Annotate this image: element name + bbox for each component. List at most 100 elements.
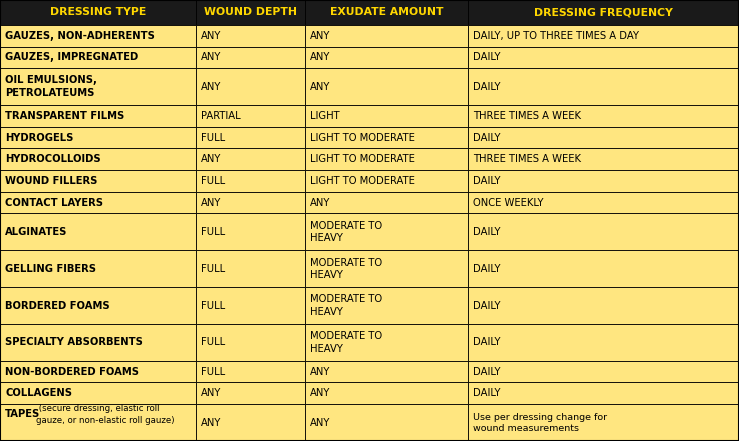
Text: SPECIALTY ABSORBENTS: SPECIALTY ABSORBENTS — [5, 337, 143, 348]
Bar — [305, 47, 468, 68]
Bar — [468, 404, 739, 441]
Text: ANY: ANY — [310, 31, 331, 41]
Bar — [468, 192, 739, 213]
Bar — [468, 287, 739, 324]
Bar — [196, 213, 305, 250]
Bar — [468, 25, 739, 47]
Bar — [196, 404, 305, 441]
Bar — [305, 0, 468, 25]
Bar — [305, 149, 468, 170]
Text: Use per dressing change for
wound measurements: Use per dressing change for wound measur… — [473, 412, 607, 433]
Bar — [305, 213, 468, 250]
Bar — [0, 361, 196, 382]
Text: MODERATE TO
HEAVY: MODERATE TO HEAVY — [310, 331, 383, 354]
Bar — [0, 47, 196, 68]
Bar — [196, 127, 305, 149]
Text: ANY: ANY — [201, 154, 222, 164]
Text: ANY: ANY — [201, 418, 222, 428]
Bar — [305, 324, 468, 361]
Text: DAILY: DAILY — [473, 264, 500, 274]
Text: ONCE WEEKLY: ONCE WEEKLY — [473, 198, 543, 208]
Bar — [0, 287, 196, 324]
Bar — [196, 47, 305, 68]
Text: ANY: ANY — [201, 198, 222, 208]
Text: CONTACT LAYERS: CONTACT LAYERS — [5, 198, 103, 208]
Text: ANY: ANY — [310, 198, 331, 208]
Text: FULL: FULL — [201, 227, 225, 237]
Bar — [0, 127, 196, 149]
Bar — [196, 105, 305, 127]
Text: OIL EMULSIONS,
PETROLATEUMS: OIL EMULSIONS, PETROLATEUMS — [5, 75, 97, 98]
Text: WOUND DEPTH: WOUND DEPTH — [204, 7, 297, 18]
Bar — [0, 0, 196, 25]
Text: DAILY: DAILY — [473, 366, 500, 377]
Text: THREE TIMES A WEEK: THREE TIMES A WEEK — [473, 111, 581, 121]
Bar — [468, 324, 739, 361]
Text: FULL: FULL — [201, 366, 225, 377]
Text: GAUZES, NON-ADHERENTS: GAUZES, NON-ADHERENTS — [5, 31, 155, 41]
Bar — [196, 324, 305, 361]
Bar — [196, 68, 305, 105]
Text: LIGHT TO MODERATE: LIGHT TO MODERATE — [310, 176, 415, 186]
Bar — [468, 68, 739, 105]
Text: ANY: ANY — [201, 52, 222, 63]
Text: WOUND FILLERS: WOUND FILLERS — [5, 176, 98, 186]
Text: ANY: ANY — [201, 82, 222, 92]
Bar — [196, 361, 305, 382]
Bar — [0, 324, 196, 361]
Text: DAILY, UP TO THREE TIMES A DAY: DAILY, UP TO THREE TIMES A DAY — [473, 31, 639, 41]
Bar — [305, 404, 468, 441]
Bar — [468, 105, 739, 127]
Text: DAILY: DAILY — [473, 227, 500, 237]
Bar — [0, 250, 196, 287]
Text: MODERATE TO
HEAVY: MODERATE TO HEAVY — [310, 220, 383, 243]
Bar — [0, 213, 196, 250]
Text: HYDROCOLLOIDS: HYDROCOLLOIDS — [5, 154, 101, 164]
Bar — [196, 192, 305, 213]
Text: DRESSING TYPE: DRESSING TYPE — [50, 7, 146, 18]
Bar — [0, 192, 196, 213]
Text: DAILY: DAILY — [473, 133, 500, 142]
Text: BORDERED FOAMS: BORDERED FOAMS — [5, 301, 110, 310]
Bar — [305, 250, 468, 287]
Text: GELLING FIBERS: GELLING FIBERS — [5, 264, 96, 274]
Text: DAILY: DAILY — [473, 176, 500, 186]
Bar — [468, 127, 739, 149]
Text: DAILY: DAILY — [473, 52, 500, 63]
Bar — [468, 382, 739, 404]
Text: FULL: FULL — [201, 301, 225, 310]
Text: DAILY: DAILY — [473, 337, 500, 348]
Text: ALGINATES: ALGINATES — [5, 227, 67, 237]
Bar — [468, 213, 739, 250]
Text: ANY: ANY — [310, 82, 331, 92]
Text: FULL: FULL — [201, 264, 225, 274]
Bar — [0, 382, 196, 404]
Bar — [0, 25, 196, 47]
Bar — [305, 170, 468, 192]
Text: LIGHT TO MODERATE: LIGHT TO MODERATE — [310, 133, 415, 142]
Text: GAUZES, IMPREGNATED: GAUZES, IMPREGNATED — [5, 52, 138, 63]
Text: LIGHT: LIGHT — [310, 111, 340, 121]
Bar — [0, 149, 196, 170]
Text: ANY: ANY — [201, 389, 222, 398]
Text: PARTIAL: PARTIAL — [201, 111, 241, 121]
Text: NON-BORDERED FOAMS: NON-BORDERED FOAMS — [5, 366, 139, 377]
Bar — [305, 287, 468, 324]
Bar — [305, 68, 468, 105]
Text: DAILY: DAILY — [473, 301, 500, 310]
Bar — [196, 250, 305, 287]
Bar — [468, 361, 739, 382]
Bar — [305, 105, 468, 127]
Bar — [468, 47, 739, 68]
Bar — [196, 25, 305, 47]
Bar — [468, 170, 739, 192]
Text: DAILY: DAILY — [473, 389, 500, 398]
Bar — [196, 382, 305, 404]
Text: MODERATE TO
HEAVY: MODERATE TO HEAVY — [310, 294, 383, 317]
Bar — [468, 149, 739, 170]
Text: MODERATE TO
HEAVY: MODERATE TO HEAVY — [310, 258, 383, 280]
Text: FULL: FULL — [201, 337, 225, 348]
Text: DRESSING FREQUENCY: DRESSING FREQUENCY — [534, 7, 672, 18]
Text: ANY: ANY — [310, 418, 331, 428]
Bar — [468, 250, 739, 287]
